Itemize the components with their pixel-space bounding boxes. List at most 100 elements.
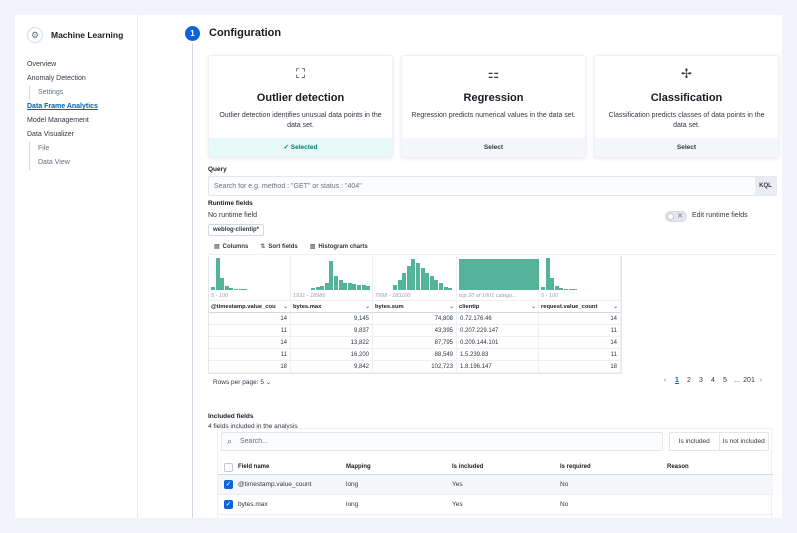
kql-button[interactable]: KQL [755, 177, 776, 195]
grid-cell[interactable]: 0.207.229.147 [457, 325, 539, 337]
card-select-button[interactable]: Select [402, 138, 585, 157]
fields-table-header: Field name Mapping Is included Is required R… [218, 459, 773, 475]
sidebar-item-model-management[interactable]: Model Management [27, 117, 89, 124]
histogram-bar [311, 288, 315, 290]
filter-is-not-included[interactable]: Is not included [722, 438, 765, 445]
page-...[interactable]: ... [734, 377, 740, 384]
select-all-checkbox[interactable] [224, 463, 233, 472]
fields-column-header[interactable]: Field name [238, 464, 270, 470]
sidebar-item-anomaly-detection[interactable]: Anomaly Detection [27, 75, 86, 82]
column-header-label: request.value_count [541, 304, 598, 310]
histogram-bar [238, 289, 243, 290]
column-header[interactable]: bytes.sum ⌄ [373, 301, 457, 313]
grid-column: 5 - 100 request.value_count ⌄ 14 11 14 11 18 [539, 256, 621, 373]
sort-label: Sort fields [268, 243, 298, 250]
card-select-button[interactable]: Select [595, 138, 778, 157]
sidebar-item-data-view[interactable]: Data View [29, 156, 135, 170]
page-2[interactable]: 2 [687, 377, 691, 384]
chevron-down-icon: ⌄ [613, 304, 618, 310]
grid-cell[interactable]: 0.72.176.46 [457, 313, 539, 325]
included-fields-count: 4 fields included in the analysis [208, 423, 298, 430]
column-header[interactable]: bytes.max ⌄ [291, 301, 373, 313]
edit-runtime-toggle[interactable]: ✕ [665, 211, 687, 222]
sidebar-item-settings[interactable]: Settings [29, 86, 135, 100]
grid-cell[interactable]: 11 [539, 349, 621, 361]
histogram-bar [545, 257, 550, 290]
grid-cell[interactable]: 13,822 [291, 337, 373, 349]
row-checkbox[interactable]: ✓ [224, 500, 233, 509]
sort-fields-button[interactable]: ⇅ Sort fields [260, 243, 298, 251]
histogram-bar [467, 259, 471, 290]
sidebar-item-data-visualizer[interactable]: Data Visualizer [27, 131, 74, 138]
fields-column-header[interactable]: Reason [667, 464, 689, 470]
filter-is-included[interactable]: Is included [670, 433, 720, 450]
step-number-badge: 1 [185, 26, 200, 41]
column-header[interactable]: clientip ⌄ [457, 301, 539, 313]
grid-cell[interactable]: 18 [539, 361, 621, 373]
chevron-down-icon: ⌄ [283, 304, 288, 310]
page-5[interactable]: 5 [723, 377, 727, 384]
sidebar-item-file[interactable]: File [29, 142, 135, 156]
chevron-left-icon[interactable]: ‹ [663, 377, 667, 384]
grid-cell[interactable]: 14 [209, 337, 291, 349]
grid-cell[interactable]: 1.8.196.147 [457, 361, 539, 373]
page-1[interactable]: 1 [675, 377, 679, 384]
grid-cell[interactable]: 11 [539, 325, 621, 337]
chevron-right-icon[interactable]: › [759, 377, 763, 384]
grid-cell[interactable]: 9,837 [291, 325, 373, 337]
field-required: No [560, 501, 569, 508]
grid-cell[interactable]: 9,842 [291, 361, 373, 373]
fields-column-header[interactable]: Is included [452, 464, 484, 470]
page-201[interactable]: 201 [743, 377, 755, 384]
grid-cell[interactable]: 9,145 [291, 313, 373, 325]
grid-cell[interactable]: 102,723 [373, 361, 457, 373]
chevron-down-icon: ⌄ [531, 304, 536, 310]
grid-cell[interactable]: 14 [209, 313, 291, 325]
grid-cell[interactable]: 88,549 [373, 349, 457, 361]
query-input[interactable] [209, 177, 755, 195]
grid-cell[interactable]: 14 [539, 337, 621, 349]
columns-button[interactable]: ▤ Columns [214, 243, 248, 251]
card-select-button[interactable]: ✓ Selected [209, 138, 392, 157]
grid-cell[interactable]: 18 [209, 361, 291, 373]
fields-column-header[interactable]: Mapping [346, 464, 371, 470]
grid-cell[interactable]: 0.209.144.101 [457, 337, 539, 349]
histogram-bar [366, 285, 371, 290]
histogram-label: Histogram charts [318, 243, 368, 250]
sidebar-item-overview[interactable]: Overview [27, 61, 57, 68]
grid-cell[interactable]: 14 [539, 313, 621, 325]
histogram-bar [507, 259, 511, 290]
grid-table: 5 - 100 @timestamp.value_cou ⌄ 14 11 14 11 18 19… [208, 256, 622, 374]
rows-per-page[interactable]: Rows per page: 5 ⌄ [213, 378, 271, 386]
card-select-label: Selected [290, 144, 318, 151]
grid-cell[interactable]: 16,200 [291, 349, 373, 361]
grid-cell[interactable]: 11 [209, 325, 291, 337]
grid-column: 1931 - 18986 bytes.max ⌄ 9,145 9,837 13,822 16… [291, 256, 373, 373]
job-type-card-classification[interactable]: ✢ Classification Classification predicts c… [594, 55, 779, 158]
column-header-label: bytes.sum [375, 304, 404, 310]
page-4[interactable]: 4 [711, 377, 715, 384]
job-type-card-regression[interactable]: ⚏ Regression Regression predicts numerical… [401, 55, 586, 158]
column-header[interactable]: request.value_count ⌄ [539, 301, 621, 313]
histogram-bar [531, 259, 535, 290]
sidebar-item-data-frame-analytics[interactable]: Data Frame Analytics [27, 103, 98, 110]
column-header[interactable]: @timestamp.value_cou ⌄ [209, 301, 291, 313]
histogram-bar [357, 284, 361, 290]
column-histogram: 5 - 100 [209, 256, 291, 301]
job-type-card-outlier-detection[interactable]: ⛶ Outlier detection Outlier detection iden… [208, 55, 393, 158]
column-header-label: bytes.max [293, 304, 322, 310]
row-checkbox[interactable]: ✓ [224, 480, 233, 489]
fields-column-header[interactable]: Is required [560, 464, 591, 470]
grid-cell[interactable]: 11 [209, 349, 291, 361]
page-3[interactable]: 3 [699, 377, 703, 384]
grid-cell[interactable]: 1.5.239.83 [457, 349, 539, 361]
grid-cell[interactable]: 43,395 [373, 325, 457, 337]
histogram-bar [406, 266, 411, 290]
histogram-bar [234, 288, 238, 290]
fields-search-input[interactable] [240, 433, 660, 450]
edit-runtime-label[interactable]: Edit runtime fields [692, 212, 748, 219]
grid-cell[interactable]: 87,795 [373, 337, 457, 349]
histogram-bar [564, 288, 568, 290]
histogram-charts-button[interactable]: ▥ Histogram charts [310, 243, 368, 251]
grid-cell[interactable]: 74,808 [373, 313, 457, 325]
